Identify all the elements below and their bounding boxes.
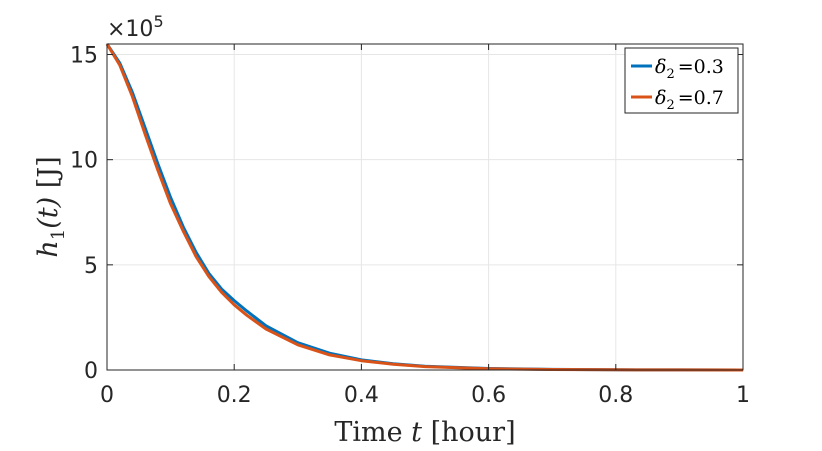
series-lines	[105, 43, 744, 372]
y-tick-labels: 0 5 10 15	[70, 44, 98, 384]
tick-marks	[106, 44, 744, 371]
y-tick-label: 15	[70, 44, 98, 69]
y-axis-label: h1(t) [J]	[33, 156, 69, 257]
series-line-2	[105, 43, 744, 372]
y-multiplier: ×105	[107, 12, 164, 42]
x-tick-label: 0.6	[471, 383, 506, 408]
axes-box	[106, 43, 744, 371]
y-tick-label: 10	[70, 149, 98, 174]
x-axis-label: Time t [hour]	[334, 417, 515, 448]
legend-label-series-1: δ2 =0.3	[655, 56, 724, 82]
legend-box	[624, 47, 739, 114]
y-tick-label: 5	[84, 254, 98, 279]
x-tick-label: 0	[100, 383, 114, 408]
y-tick-label: 0	[84, 359, 98, 384]
legend-label-series-2: δ2 =0.7	[655, 87, 724, 113]
x-tick-label: 0.8	[598, 383, 633, 408]
x-tick-label: 1	[736, 383, 750, 408]
x-tick-labels: 0 0.2 0.4 0.6 0.8 1	[100, 383, 750, 408]
x-tick-label: 0.4	[344, 383, 379, 408]
x-tick-label: 0.2	[217, 383, 252, 408]
legend: δ2 =0.3 δ2 =0.7	[624, 47, 739, 114]
